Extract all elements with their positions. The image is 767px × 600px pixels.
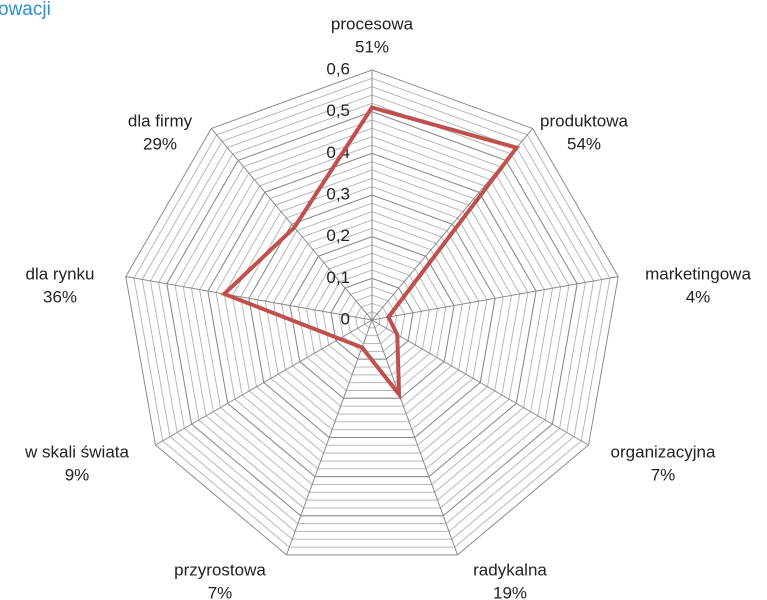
minor-grid-ring xyxy=(215,161,529,470)
value-label: 51% xyxy=(355,37,389,56)
r-tick-label: 0,3 xyxy=(326,184,350,203)
minor-grid-ring xyxy=(314,261,430,376)
axis-spoke xyxy=(371,276,619,321)
category-label: radykalna xyxy=(473,560,547,579)
category-label: procesowa xyxy=(331,14,414,33)
value-label: 4% xyxy=(686,287,711,306)
minor-grid-ring xyxy=(149,94,595,532)
category-label: dla rynku xyxy=(26,264,95,283)
r-tick-label: 0,5 xyxy=(326,101,350,120)
minor-grid-ring xyxy=(174,119,570,509)
category-label: dla firmy xyxy=(128,111,193,130)
axis-spoke xyxy=(210,128,373,321)
category-label: marketingowa xyxy=(645,264,751,283)
minor-grid-ring xyxy=(223,169,521,462)
minor-grid-ring xyxy=(256,202,488,431)
axis-spoke xyxy=(125,276,373,321)
category-label: produktowa xyxy=(540,111,628,130)
grid-ring xyxy=(125,69,619,556)
minor-grid-ring xyxy=(158,102,586,525)
r-tick-label: 0,2 xyxy=(326,226,350,245)
r-tick-label: 0 xyxy=(341,309,350,328)
value-label: 54% xyxy=(567,134,601,153)
category-label: w skali świata xyxy=(24,442,129,461)
minor-grid-ring xyxy=(322,269,422,368)
value-label: 7% xyxy=(208,583,233,600)
axis-spoke xyxy=(371,319,589,446)
series-line xyxy=(220,105,520,401)
minor-grid-ring xyxy=(305,252,439,384)
grid-ring xyxy=(166,111,578,517)
minor-grid-ring xyxy=(272,219,472,415)
category-label: organizacyjna xyxy=(611,442,716,461)
value-label: 36% xyxy=(43,287,77,306)
minor-grid-ring xyxy=(281,227,463,407)
minor-grid-ring xyxy=(141,86,603,540)
r-tick-label: 0,1 xyxy=(326,268,350,287)
grid-ring xyxy=(207,152,537,478)
grid-ring xyxy=(289,236,455,399)
minor-grid-ring xyxy=(264,211,480,423)
minor-grid-ring xyxy=(363,311,381,329)
value-label: 19% xyxy=(493,583,527,600)
minor-grid-ring xyxy=(297,244,447,391)
axis-spoke xyxy=(155,319,373,446)
minor-grid-ring xyxy=(231,177,513,454)
axis-spoke xyxy=(286,319,373,556)
minor-grid-ring xyxy=(133,77,611,548)
minor-grid-ring xyxy=(182,127,562,501)
minor-grid-ring xyxy=(199,144,545,485)
minor-grid-ring xyxy=(355,302,389,337)
chart-title: owacji xyxy=(0,0,51,20)
r-tick-label: 0,6 xyxy=(326,59,350,78)
value-label: 29% xyxy=(143,134,177,153)
axis-spoke xyxy=(371,319,458,556)
minor-grid-ring xyxy=(190,136,554,493)
minor-grid-ring xyxy=(346,294,398,344)
category-label: przyrostowa xyxy=(174,560,266,579)
value-label: 7% xyxy=(651,465,676,484)
grid-ring xyxy=(248,194,496,438)
value-label: 9% xyxy=(65,465,90,484)
